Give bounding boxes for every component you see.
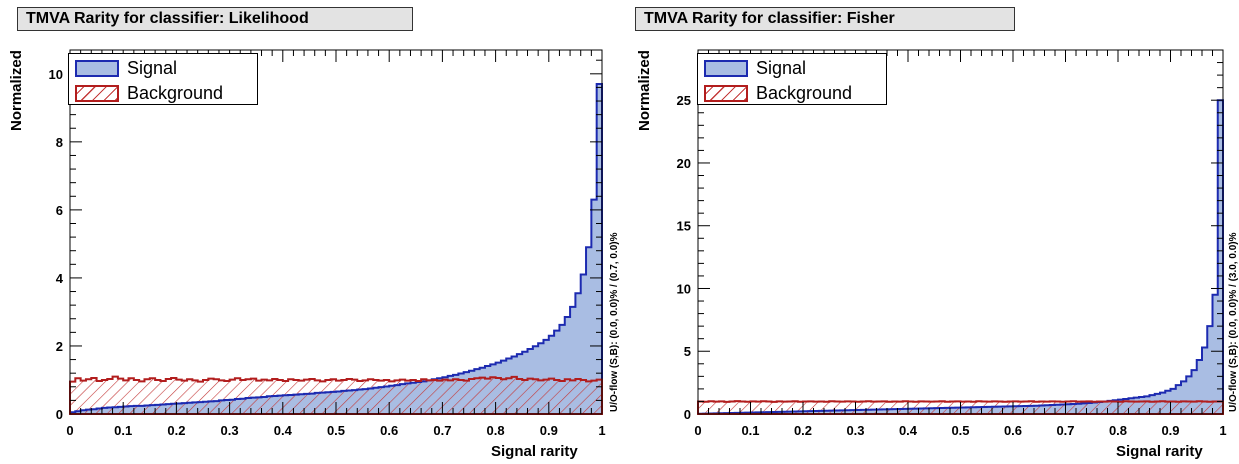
- x-tick-label: 0.5: [327, 423, 345, 438]
- x-tick-label: 0.7: [433, 423, 451, 438]
- x-tick-label: 0.8: [487, 423, 505, 438]
- x-tick-label: 0.1: [741, 423, 759, 438]
- y-tick-label: 8: [56, 135, 63, 150]
- legend-swatch-background: [75, 85, 119, 102]
- background-histogram-line: [69, 375, 603, 415]
- chart-title: TMVA Rarity for classifier: Fisher: [635, 7, 1015, 31]
- x-tick-label: 0.9: [1161, 423, 1179, 438]
- y-axis-label: Normalized: [636, 50, 653, 131]
- x-tick-label: 0.1: [114, 423, 132, 438]
- x-tick-label: 0.2: [167, 423, 185, 438]
- y-tick-label: 5: [684, 344, 691, 359]
- x-tick-label: 0.3: [846, 423, 864, 438]
- x-tick-label: 1: [598, 423, 605, 438]
- plot-area: [70, 50, 602, 414]
- y-axis-label: Normalized: [8, 50, 25, 131]
- legend: Signal Background: [697, 53, 887, 105]
- x-tick-label: 0.7: [1056, 423, 1074, 438]
- x-tick-label: 0.6: [380, 423, 398, 438]
- x-tick-label: 0: [66, 423, 73, 438]
- y-tick-label: 0: [56, 407, 63, 422]
- x-tick-label: 0.2: [794, 423, 812, 438]
- overflow-label: U/O-flow (S,B): (0.0, 0.0)% / (3.0, 0.0)…: [1228, 232, 1239, 412]
- x-tick-label: 0: [694, 423, 701, 438]
- x-tick-label: 0.8: [1109, 423, 1127, 438]
- y-tick-label: 15: [677, 219, 691, 234]
- x-tick-label: 0.6: [1004, 423, 1022, 438]
- y-tick-label: 2: [56, 339, 63, 354]
- legend-label-signal: Signal: [756, 58, 807, 78]
- x-tick-label: 1: [1219, 423, 1226, 438]
- likelihood-rarity-panel: 0 0.1 0.2 0.3 0.4 0.5 0.6 0.7 0.8 0.9 1 0 2 4 6 8 10 TMV…: [8, 7, 620, 460]
- plot-area: [698, 50, 1223, 414]
- x-tick-label: 0.5: [951, 423, 969, 438]
- x-axis-label: Signal rarity: [491, 443, 578, 460]
- x-axis-label: Signal rarity: [1116, 443, 1203, 460]
- legend-label-background: Background: [127, 83, 224, 103]
- x-tick-label: 0.9: [540, 423, 558, 438]
- y-tick-label: 20: [677, 156, 691, 171]
- x-tick-label: 0.4: [274, 423, 293, 438]
- y-tick-label: 10: [677, 281, 691, 296]
- y-tick-label: 10: [49, 67, 63, 82]
- legend-swatch-signal: [704, 60, 748, 77]
- legend-swatch-signal: [75, 60, 119, 77]
- background-histogram-hatch: [70, 376, 602, 414]
- overflow-label: U/O-flow (S,B): (0.0, 0.0)% / (0.7, 0.0)…: [609, 232, 620, 412]
- fisher-rarity-panel: 0 0.1 0.2 0.3 0.4 0.5 0.6 0.7 0.8 0.9 1 0 5 10 15 20 25 …: [620, 0, 1239, 464]
- y-tick-label: 0: [684, 407, 691, 422]
- legend: Signal Background: [68, 53, 258, 105]
- background-histogram-line: [697, 400, 1224, 415]
- chart-title: TMVA Rarity for classifier: Likelihood: [17, 7, 413, 31]
- x-tick-label: 0.4: [899, 423, 918, 438]
- y-tick-label: 25: [677, 93, 691, 108]
- legend-label-background: Background: [756, 83, 853, 103]
- y-tick-label: 4: [56, 271, 64, 286]
- legend-label-signal: Signal: [127, 58, 178, 78]
- y-tick-label: 6: [56, 203, 63, 218]
- x-tick-label: 0.3: [221, 423, 239, 438]
- signal-histogram-line: [69, 83, 603, 415]
- legend-swatch-background: [704, 85, 748, 102]
